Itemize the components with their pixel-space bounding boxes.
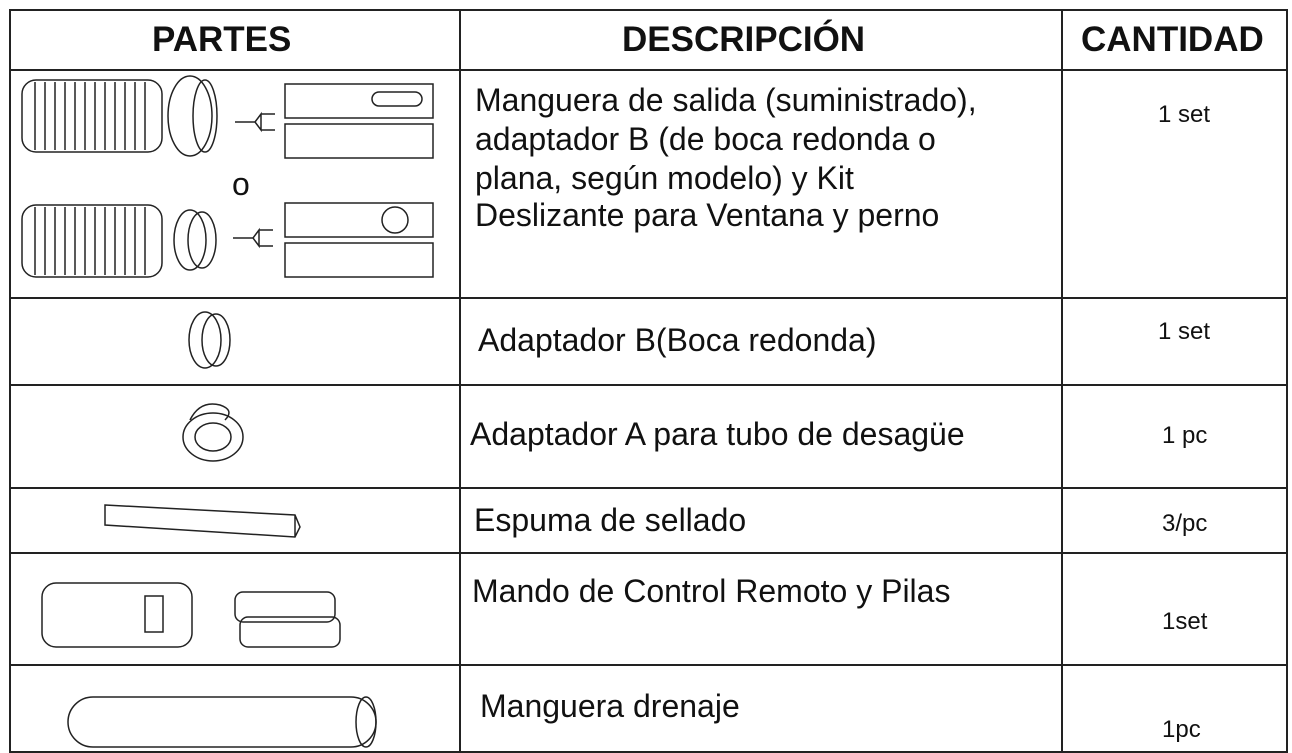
quantity: 1 pc xyxy=(1162,422,1208,449)
quantity: 3/pc xyxy=(1162,510,1208,537)
description: Manguera drenaje xyxy=(480,688,740,724)
header-parts: PARTES xyxy=(152,20,292,59)
description-line: Deslizante para Ventana y perno xyxy=(475,197,940,233)
description-line: Manguera de salida (suministrado), xyxy=(475,82,977,118)
header-quantity: CANTIDAD xyxy=(1081,20,1264,59)
description: Espuma de sellado xyxy=(474,502,747,538)
quantity: 1 set xyxy=(1158,101,1211,128)
header-description: DESCRIPCIÓN xyxy=(622,20,866,59)
description-line: adaptador B (de boca redonda o xyxy=(475,121,936,157)
quantity: 1 set xyxy=(1158,318,1211,345)
description-line: plana, según modelo) y Kit xyxy=(475,160,854,196)
description: Adaptador A para tubo de desagüe xyxy=(470,416,965,452)
quantity: 1set xyxy=(1162,608,1208,635)
description: Adaptador B(Boca redonda) xyxy=(478,322,877,358)
description: Mando de Control Remoto y Pilas xyxy=(472,573,951,609)
parts-or: o xyxy=(232,166,250,202)
quantity: 1pc xyxy=(1162,716,1201,743)
